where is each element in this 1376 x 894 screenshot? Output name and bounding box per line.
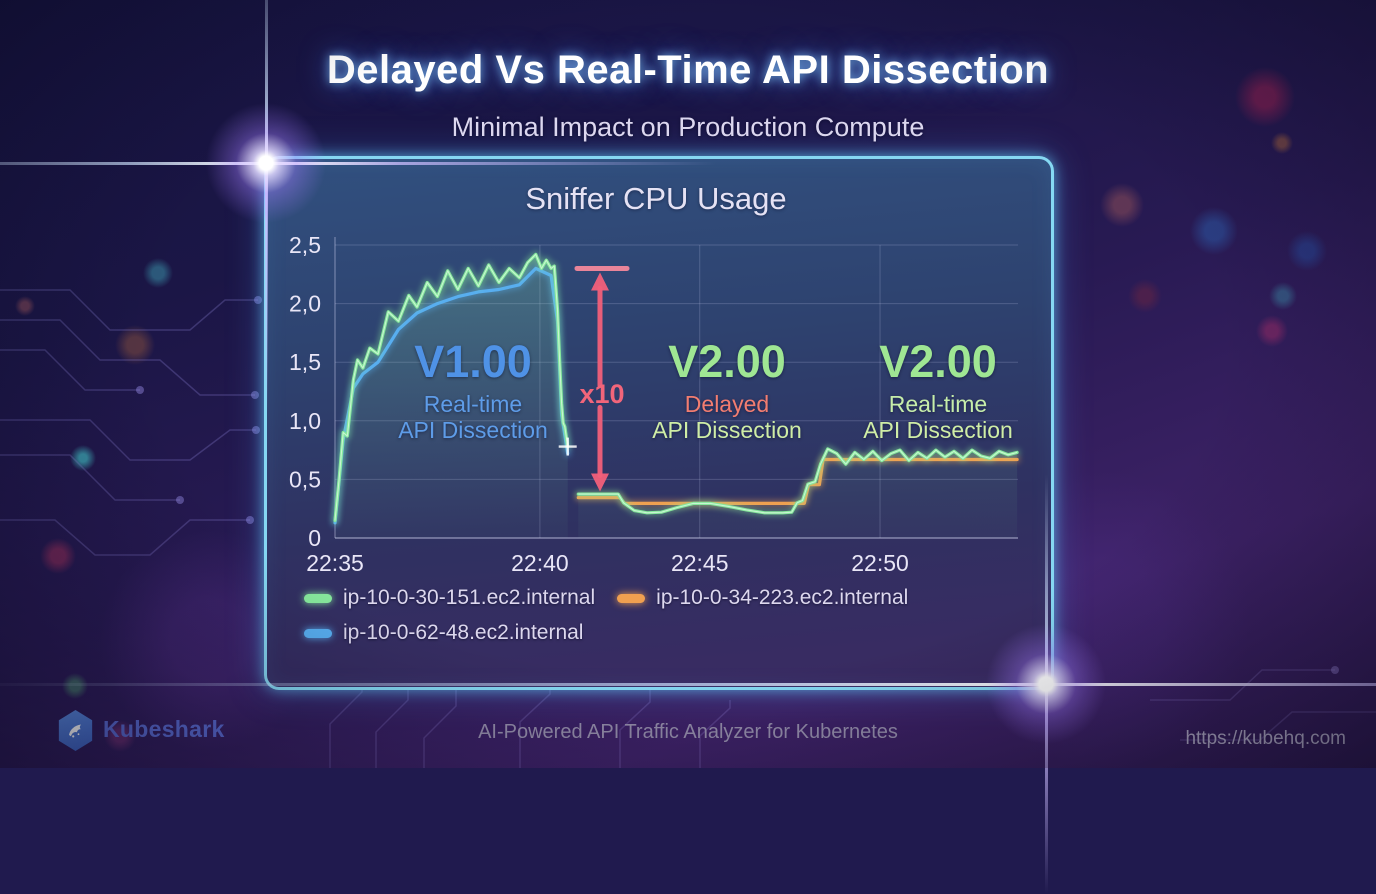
legend-label: ip-10-0-34-223.ec2.internal	[656, 586, 909, 609]
annotation-v1-realtime: V1.00 Real-time API Dissection	[352, 336, 594, 443]
page-title: Delayed Vs Real-Time API Dissection	[326, 48, 1050, 92]
annotation-mode: Real-time	[888, 391, 988, 417]
legend-label: ip-10-0-62-48.ec2.internal	[343, 621, 584, 644]
annotation-product: API Dissection	[863, 417, 1013, 443]
chart-legend: ip-10-0-30-151.ec2.internal ip-10-0-34-2…	[304, 583, 1004, 648]
chart-panel	[264, 156, 1054, 690]
legend-label: ip-10-0-30-151.ec2.internal	[343, 586, 596, 609]
brand-name: Kubeshark	[103, 716, 225, 742]
annotation-mode: Delayed	[684, 391, 770, 417]
legend-item: ip-10-0-62-48.ec2.internal	[304, 618, 583, 648]
annotation-mode: Real-time	[423, 391, 523, 417]
shark-glyph	[68, 724, 81, 737]
annotation-v2-realtime: V2.00 Real-time API Dissection	[817, 336, 1059, 443]
legend-swatch-green	[304, 593, 332, 603]
legend-swatch-blue	[304, 628, 332, 638]
site-url: https://kubehq.com	[1185, 728, 1346, 749]
annotation-product: API Dissection	[398, 417, 548, 443]
chart-title: Sniffer CPU Usage	[525, 181, 787, 216]
annotation-product: API Dissection	[652, 417, 802, 443]
annotation-v2-delayed: V2.00 Delayed API Dissection	[606, 336, 848, 443]
annotation-version: V1.00	[414, 336, 532, 387]
annotation-version: V2.00	[668, 336, 786, 387]
annotation-version: V2.00	[879, 336, 997, 387]
footer-tagline: AI-Powered API Traffic Analyzer for Kube…	[478, 721, 898, 743]
legend-swatch-orange	[617, 593, 646, 603]
legend-item: ip-10-0-34-223.ec2.internal	[617, 583, 908, 613]
legend-item: ip-10-0-30-151.ec2.internal	[304, 583, 595, 613]
page-subtitle: Minimal Impact on Production Compute	[451, 112, 925, 142]
